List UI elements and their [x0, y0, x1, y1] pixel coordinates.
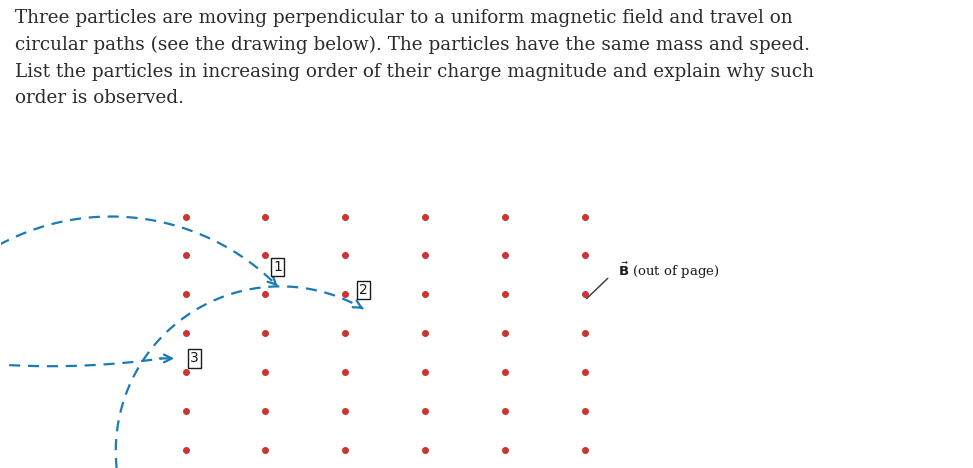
Text: 3: 3 [190, 351, 198, 366]
Text: $\mathbf{\vec{B}}$ (out of page): $\mathbf{\vec{B}}$ (out of page) [618, 260, 719, 280]
Text: 1: 1 [273, 260, 282, 274]
Text: 2: 2 [359, 283, 368, 297]
Text: Three particles are moving perpendicular to a uniform magnetic field and travel : Three particles are moving perpendicular… [15, 9, 813, 107]
